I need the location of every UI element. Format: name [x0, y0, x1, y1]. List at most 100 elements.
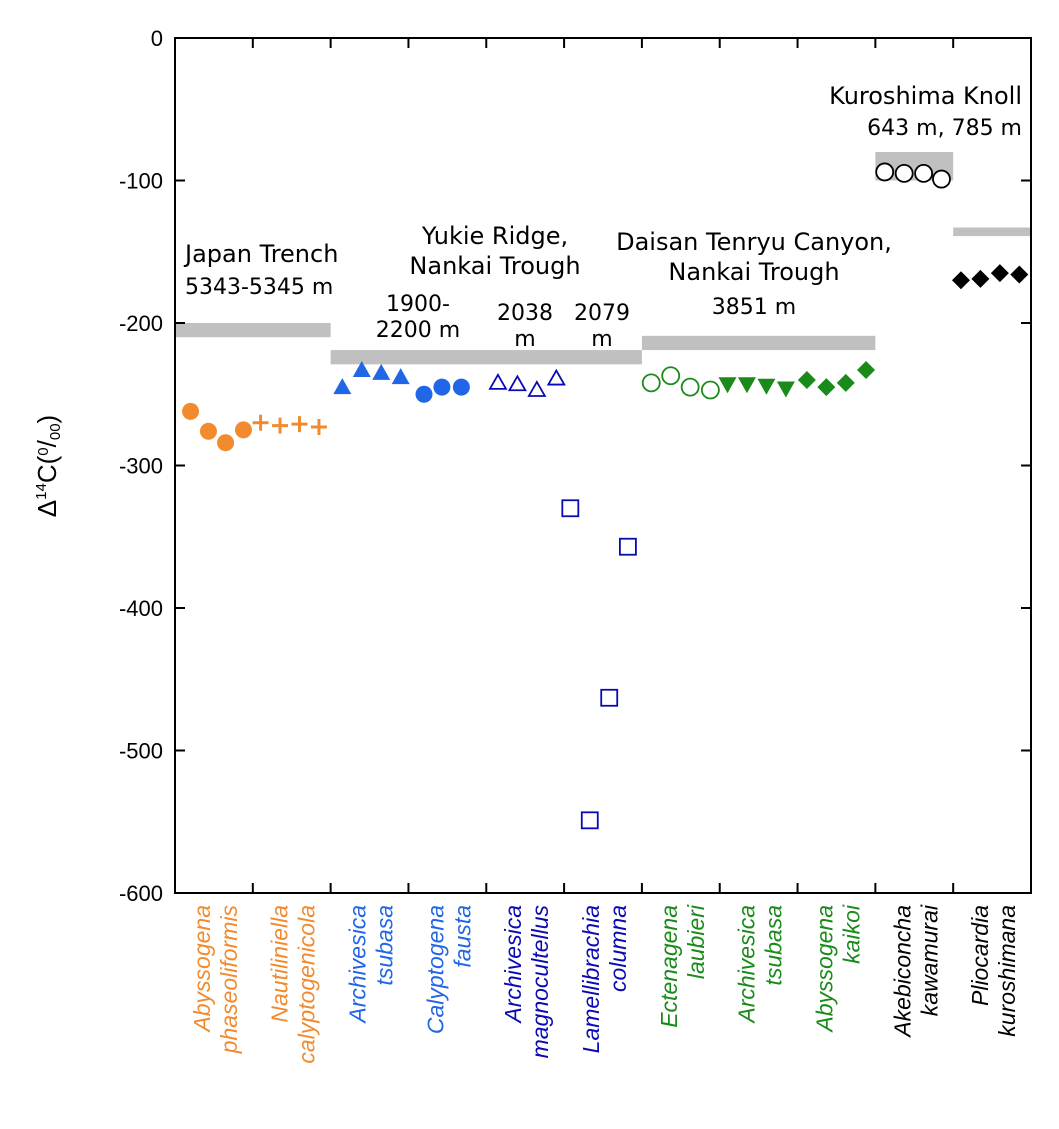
point-triangle-up-filled-s2-1: [352, 361, 371, 378]
bottom-water-band-0: [175, 323, 331, 338]
species-label-epithet: calyptogenicola: [294, 905, 320, 1064]
site-label-line: Yukie Ridge,: [421, 222, 568, 250]
species-labels: Abyssogenaphaseoliformis Nautiliniellacal…: [189, 904, 1020, 1063]
species-label-genus: Archivesica: [345, 905, 371, 1025]
data-points: [182, 162, 1029, 830]
point-square-open-s5-3: [619, 537, 637, 556]
point-circle-open-s6-1: [661, 366, 681, 386]
point-diamond-filled-s10-0: [951, 271, 970, 290]
species-label-epithet: fausta: [449, 905, 475, 968]
species-label-genus: Pliocardia: [967, 905, 993, 1006]
species-label-epithet: phaseoliformis: [216, 905, 242, 1055]
species-label-genus: Archivesica: [734, 905, 760, 1025]
y-tick-label: 0: [151, 26, 163, 51]
point-circle-open-s6-0: [641, 373, 661, 393]
species-label-9: Akebiconchakawamurai: [889, 904, 942, 1039]
species-label-0: Abyssogenaphaseoliformis: [189, 905, 242, 1055]
point-circle-open-s9-0: [875, 162, 895, 182]
y-axis-label-delta: Δ: [32, 500, 62, 517]
point-square-open-s5-2: [600, 688, 619, 707]
site-depth-label: 5343-5345 m: [185, 275, 333, 300]
depth-label-line: 2079: [574, 301, 630, 326]
species-label-epithet: tsubasa: [372, 905, 398, 986]
bottom-water-band-2: [641, 335, 876, 351]
species-label-epithet: magnocultellus: [527, 905, 553, 1059]
site-depth-label: 3851 m: [712, 295, 796, 320]
point-circle-filled-s0-0: [182, 402, 200, 420]
species-label-5: Lamellibrachiacolumna: [578, 905, 631, 1053]
point-triangle-up-open-s4-2: [527, 380, 547, 397]
site-label-line: Daisan Tenryu Canyon,: [616, 228, 892, 256]
point-diamond-filled-s8-1: [817, 378, 836, 397]
species-label-genus: Archivesica: [500, 905, 526, 1025]
y-tick-label: -400: [119, 596, 163, 621]
species-label-genus: Ectenagena: [656, 905, 682, 1028]
y-axis-label-num: 0: [35, 447, 52, 455]
point-square-open-s5-1: [580, 811, 599, 830]
species-label-8: Abyssogenakaikoi: [811, 904, 864, 1033]
point-circle-filled-s3-2: [452, 378, 470, 396]
point-triangle-up-filled-s2-3: [391, 368, 410, 385]
point-triangle-up-open-s4-1: [507, 374, 527, 392]
species-label-genus: Akebiconcha: [889, 905, 915, 1039]
point-triangle-down-filled-s7-2: [757, 378, 776, 395]
point-circle-filled-s0-3: [234, 421, 252, 439]
y-tick-label: -600: [119, 881, 163, 906]
point-circle-open-s9-1: [894, 163, 914, 183]
point-plus-s1-1: [272, 417, 289, 434]
point-diamond-filled-s10-3: [1010, 265, 1029, 284]
point-circle-open-s6-2: [680, 377, 700, 397]
species-label-1: Nautiliniellacalyptogenicola: [267, 905, 320, 1064]
point-plus-s1-3: [310, 419, 327, 436]
y-tick-label: -500: [119, 739, 163, 764]
point-plus-s1-0: [252, 414, 269, 431]
depth-label-line: 2200 m: [376, 318, 460, 343]
depth-label-line: 1900-: [386, 292, 450, 317]
species-label-epithet: columna: [605, 905, 631, 992]
y-tick-label: -300: [119, 454, 163, 479]
point-diamond-filled-s8-2: [836, 373, 855, 392]
species-label-epithet: kuroshimana: [994, 905, 1020, 1037]
species-label-genus: Nautiliniella: [267, 905, 293, 1023]
site-label-line: Nankai Trough: [668, 258, 839, 286]
point-square-open-s5-0: [561, 499, 580, 518]
species-label-genus: Abyssogena: [811, 905, 837, 1034]
y-tick-label: -200: [119, 311, 163, 336]
depth-label-line: 2038: [497, 301, 553, 326]
species-label-epithet: laubieri: [683, 904, 709, 979]
y-tick-label: -100: [119, 169, 163, 194]
y-axis-label-c: C(: [32, 455, 62, 483]
species-label-genus: Calyptogena: [422, 905, 448, 1034]
y-axis-label-close: ): [32, 415, 62, 424]
depth-label-line: m: [514, 327, 535, 352]
y-axis-label-den: 00: [47, 423, 64, 440]
species-label-7: Archivesicatsubasa: [734, 905, 787, 1025]
point-triangle-down-filled-s7-0: [718, 377, 737, 394]
site-label-line: Nankai Trough: [409, 252, 580, 280]
species-label-epithet: tsubasa: [761, 905, 787, 986]
species-label-10: Pliocardiakuroshimana: [967, 905, 1020, 1037]
site-label-line: Japan Trench: [183, 240, 338, 268]
bottom-water-band-1: [330, 350, 642, 365]
y-axis-ticks: 0 -100 -200 -300 -400 -500 -600: [119, 26, 1031, 906]
species-label-epithet: kawamurai: [916, 904, 942, 1016]
point-diamond-filled-s8-3: [857, 361, 876, 380]
species-label-4: Archivesicamagnocultellus: [500, 905, 553, 1059]
species-label-genus: Abyssogena: [189, 905, 215, 1034]
species-label-3: Calyptogenafausta: [422, 905, 475, 1034]
point-triangle-down-filled-s7-1: [737, 377, 756, 394]
point-plus-s1-2: [291, 416, 308, 433]
site-label-line: Kuroshima Knoll: [829, 82, 1022, 110]
depth-label-line: m: [591, 327, 612, 352]
x-axis-ticks: [251, 38, 955, 893]
point-circle-filled-s0-1: [199, 422, 217, 440]
bottom-water-band-4: [953, 227, 1031, 237]
species-label-6: Ectenagenalaubieri: [656, 904, 709, 1028]
point-triangle-up-filled-s2-0: [333, 378, 352, 395]
point-circle-filled-s3-1: [433, 378, 451, 396]
y-axis-label: Δ14C(0/00): [32, 415, 64, 517]
point-triangle-up-filled-s2-2: [372, 363, 391, 380]
y-axis-label-slash: /: [32, 439, 62, 447]
